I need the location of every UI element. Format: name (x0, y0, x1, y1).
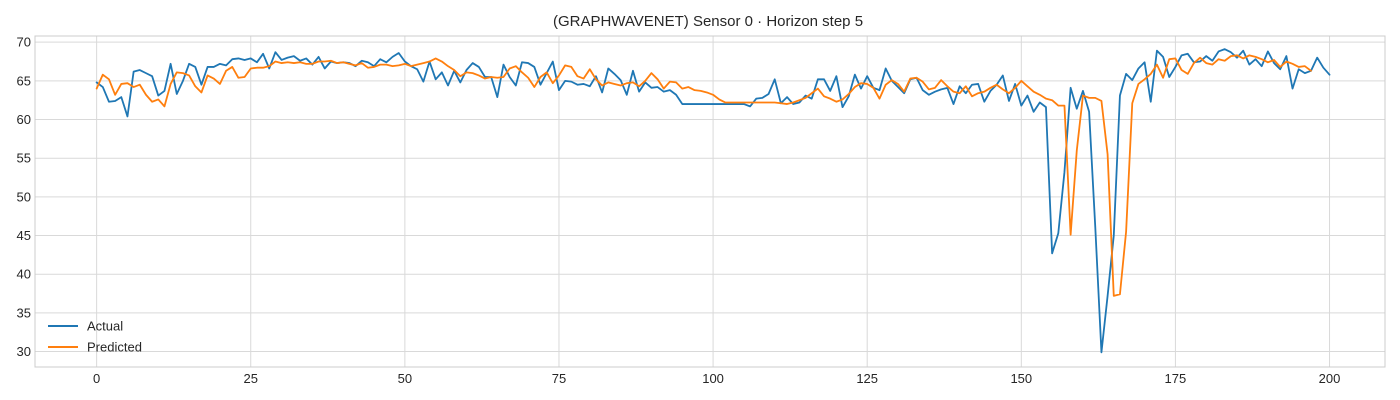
series-line-predicted (95, 54, 1312, 297)
x-tick-label: 150 (1010, 371, 1032, 386)
y-tick-label: 35 (17, 305, 31, 320)
x-tick-label: 0 (93, 371, 100, 386)
legend-label-actual: Actual (87, 319, 123, 334)
x-tick-label: 125 (856, 371, 878, 386)
x-tick-label: 175 (1165, 371, 1187, 386)
series-layer (95, 48, 1331, 354)
y-tick-label: 70 (17, 35, 31, 50)
y-tick-label: 45 (17, 228, 31, 243)
x-tick-label: 25 (244, 371, 258, 386)
legend: Actual Predicted (48, 319, 142, 355)
x-tick-label: 50 (398, 371, 412, 386)
x-tick-label: 200 (1319, 371, 1341, 386)
legend-label-predicted: Predicted (87, 340, 142, 355)
grid-lines (35, 36, 1385, 367)
x-tick-labels: 0 25 50 75 100 125 150 175 200 (93, 371, 1340, 386)
y-tick-label: 40 (17, 267, 31, 282)
y-tick-label: 30 (17, 344, 31, 359)
y-tick-label: 65 (17, 73, 31, 88)
series-line-actual (95, 48, 1331, 354)
y-tick-labels: 30 35 40 45 50 55 60 65 70 (17, 35, 31, 359)
y-tick-label: 60 (17, 112, 31, 127)
plot-border (34, 35, 1386, 368)
x-tick-label: 75 (552, 371, 566, 386)
y-tick-label: 50 (17, 189, 31, 204)
plot-background (35, 36, 1385, 367)
chart-title: (GRAPHWAVENET) Sensor 0 · Horizon step 5 (553, 13, 863, 30)
x-tick-label: 100 (702, 371, 724, 386)
y-tick-label: 55 (17, 151, 31, 166)
axes-frame (34, 35, 1386, 368)
